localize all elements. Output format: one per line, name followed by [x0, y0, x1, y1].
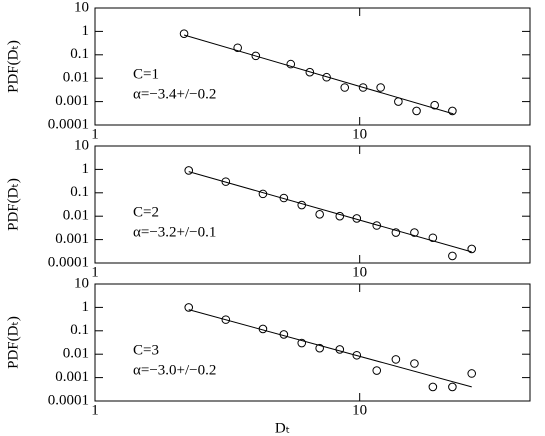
marker	[467, 244, 477, 254]
y-tick-label: 0.01	[63, 346, 89, 362]
x-tick-label: 10	[352, 126, 367, 142]
marker	[358, 83, 368, 92]
marker	[286, 59, 296, 69]
marker	[315, 210, 324, 219]
marker	[428, 382, 438, 392]
marker	[179, 29, 189, 38]
marker	[448, 382, 457, 392]
marker	[410, 228, 419, 237]
plot-frame	[94, 7, 531, 126]
x-tick-label: 1	[91, 126, 99, 142]
y-tick-label: 0.001	[55, 369, 89, 385]
fit-line	[188, 171, 472, 253]
fit-line	[188, 309, 472, 388]
y-axis-label: PDF(Dₜ)	[5, 40, 21, 93]
marker	[340, 83, 350, 92]
y-tick-label: 0.0001	[48, 116, 89, 132]
y-tick-label: 0.1	[70, 184, 89, 200]
y-tick-label: 0.001	[55, 231, 89, 247]
y-tick-label: 10	[74, 0, 89, 15]
marker	[448, 251, 457, 261]
marker	[430, 100, 439, 110]
y-tick-label: 0.01	[63, 208, 89, 224]
annotation: C=1	[133, 66, 159, 82]
marker	[412, 106, 421, 116]
y-axis-label: PDF(Dₜ)	[5, 316, 21, 369]
plot-frame	[94, 145, 531, 264]
y-tick-label: 0.1	[70, 46, 89, 62]
annotation: C=2	[133, 204, 159, 220]
y-tick-label: 0.001	[55, 93, 89, 109]
marker	[372, 366, 382, 375]
marker	[297, 200, 307, 210]
marker	[467, 369, 477, 378]
marker	[315, 343, 324, 353]
marker	[233, 43, 242, 53]
marker	[391, 228, 401, 237]
marker	[221, 177, 231, 186]
annotation: α=−3.2+/−0.1	[133, 224, 216, 240]
y-tick-label: 10	[74, 275, 89, 291]
marker	[391, 355, 401, 364]
y-tick-label: 1	[82, 23, 90, 39]
marker	[184, 303, 194, 312]
y-tick-label: 1	[82, 299, 90, 315]
x-tick-label: 10	[352, 264, 367, 280]
y-tick-label: 0.01	[63, 70, 89, 86]
annotation: α=−3.0+/−0.2	[133, 362, 216, 378]
fit-line	[183, 34, 454, 115]
marker	[297, 338, 307, 348]
y-tick-label: 0.0001	[48, 254, 89, 270]
marker	[376, 83, 385, 92]
y-axis-label: PDF(Dₜ)	[5, 178, 21, 231]
marker	[410, 359, 419, 368]
x-tick-label: 1	[91, 402, 99, 418]
annotation: α=−3.4+/−0.2	[133, 86, 216, 102]
x-tick-label: 1	[91, 264, 99, 280]
y-tick-label: 10	[74, 137, 89, 153]
x-axis-label: Dₜ	[275, 420, 290, 436]
marker	[184, 166, 194, 175]
y-tick-label: 0.0001	[48, 392, 89, 408]
marker	[448, 106, 457, 116]
marker	[221, 315, 231, 324]
plot-frame	[94, 283, 531, 402]
marker	[251, 51, 261, 61]
x-tick-label: 10	[352, 402, 367, 418]
y-tick-label: 1	[82, 161, 90, 177]
marker	[428, 233, 438, 243]
y-tick-label: 0.1	[70, 322, 89, 338]
marker	[335, 211, 345, 221]
marker	[352, 350, 362, 360]
annotation: C=3	[133, 342, 159, 358]
marker	[305, 67, 315, 77]
marker	[322, 72, 331, 82]
